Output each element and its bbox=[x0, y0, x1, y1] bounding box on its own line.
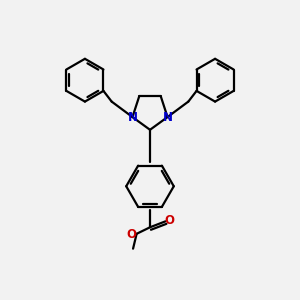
Text: N: N bbox=[163, 111, 172, 124]
Text: O: O bbox=[127, 228, 136, 241]
Text: N: N bbox=[128, 111, 137, 124]
Text: O: O bbox=[165, 214, 175, 227]
